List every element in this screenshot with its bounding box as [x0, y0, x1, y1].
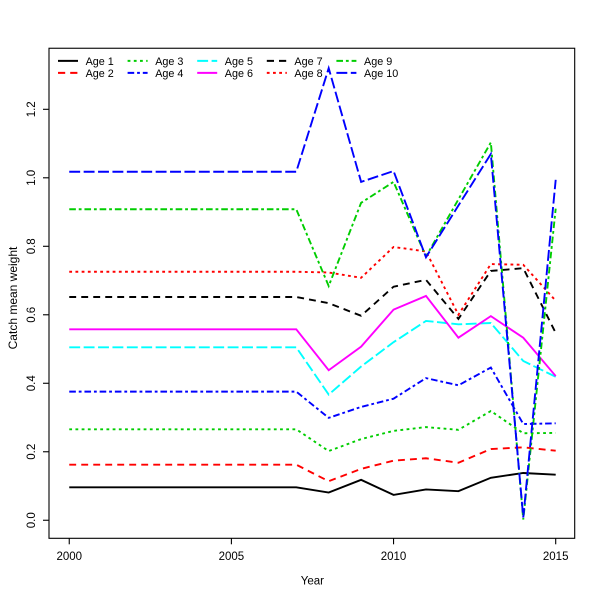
svg-text:1.0: 1.0	[26, 170, 38, 186]
svg-text:2015: 2015	[543, 551, 569, 563]
svg-text:2010: 2010	[381, 551, 407, 563]
svg-text:Age 5: Age 5	[225, 56, 253, 68]
svg-text:Age 10: Age 10	[364, 68, 398, 80]
svg-text:Age 7: Age 7	[294, 56, 322, 68]
svg-text:Catch mean weight: Catch mean weight	[6, 246, 20, 349]
svg-text:0.6: 0.6	[26, 307, 38, 323]
svg-text:1.2: 1.2	[26, 101, 38, 117]
svg-text:Age 9: Age 9	[364, 56, 392, 68]
svg-text:0.2: 0.2	[26, 444, 38, 460]
svg-text:0.4: 0.4	[26, 375, 38, 392]
svg-text:Age 6: Age 6	[225, 68, 253, 80]
svg-text:0.8: 0.8	[26, 238, 38, 254]
svg-text:Age 4: Age 4	[155, 68, 183, 80]
svg-text:Age 2: Age 2	[86, 68, 114, 80]
svg-text:0.0: 0.0	[26, 512, 38, 528]
svg-text:Age 1: Age 1	[86, 56, 114, 68]
svg-text:2005: 2005	[219, 551, 245, 563]
svg-text:Year: Year	[301, 576, 324, 588]
svg-text:Age 3: Age 3	[155, 56, 183, 68]
svg-text:2000: 2000	[56, 551, 82, 563]
svg-text:Age 8: Age 8	[294, 68, 322, 80]
